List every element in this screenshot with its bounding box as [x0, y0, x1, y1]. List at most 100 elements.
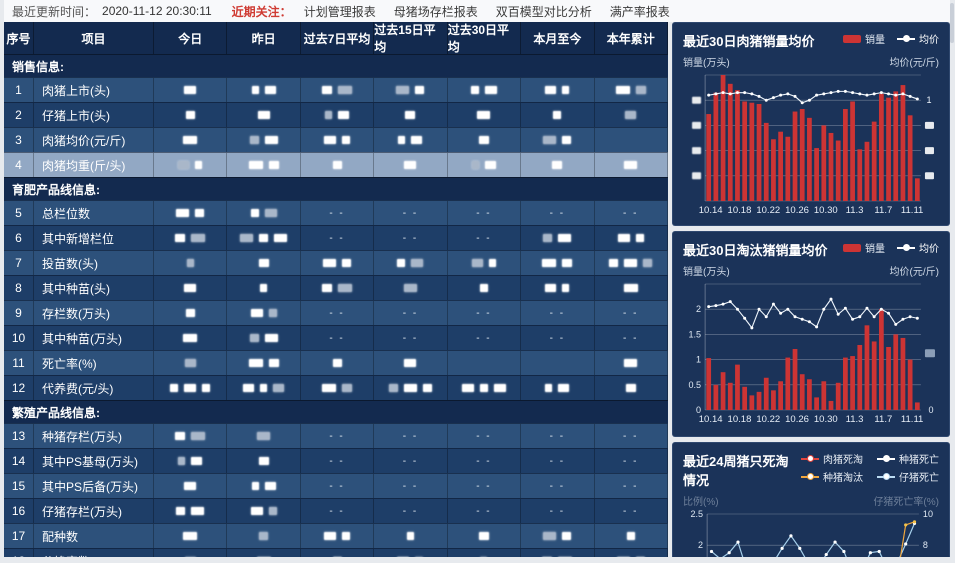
topbar-link[interactable]: 计划管理报表 [303, 4, 376, 19]
no-data-value: - - [623, 307, 639, 319]
no-data-value: - - [402, 455, 419, 467]
row-label: 存栏数(万头) [34, 301, 154, 325]
data-cell [448, 103, 522, 127]
table-row[interactable]: 10 其中种苗(万头) - - - - - - - - - - [4, 325, 668, 350]
data-cell [448, 351, 522, 375]
y-axis-right-caption: 仔猪死亡率(%) [873, 497, 939, 508]
scrollbar-thumb[interactable] [950, 3, 954, 43]
topbar-link[interactable]: 母猪场存栏报表 [393, 4, 478, 19]
redacted-value [398, 136, 406, 144]
row-label: 其中种苗(头) [34, 276, 154, 300]
sales-bars [706, 75, 920, 201]
redacted-value [478, 136, 489, 144]
no-data-value: - - [329, 207, 345, 219]
line-swatch-icon [897, 35, 915, 42]
redacted-value [323, 259, 337, 267]
redacted-value [175, 432, 186, 440]
redacted-value [404, 359, 417, 367]
svg-text:10.30: 10.30 [814, 414, 838, 425]
data-cell [521, 153, 595, 177]
svg-text:10.18: 10.18 [728, 414, 752, 425]
redacted-value [422, 384, 432, 392]
table-row[interactable]: 6 其中新增栏位 - - - - - - [4, 225, 668, 250]
data-cell: - - [521, 326, 595, 350]
redacted-value [175, 234, 186, 242]
topbar-link[interactable]: 双百模型对比分析 [495, 4, 592, 19]
table-row[interactable]: 7 投苗数(头) [4, 250, 668, 275]
no-data-value: - - [476, 505, 492, 517]
table-row[interactable]: 15 其中PS后备(万头) - - - - - - - - - - [4, 473, 668, 498]
data-cell: - - [448, 226, 522, 250]
redacted-value [558, 384, 570, 392]
row-label: 其中PS基母(万头) [34, 449, 154, 473]
redacted-value [342, 136, 351, 144]
chart-panel-mortality: 最近24周猪只死淘情况 肉猪死淘 种猪死亡 种猪淘汰 仔猪死亡 比例(%) 仔猪死亡率… [672, 442, 950, 557]
no-data-value: - - [402, 232, 419, 244]
data-cell: - - [301, 474, 375, 498]
redacted-value [184, 359, 196, 367]
redacted-value [562, 284, 570, 292]
redacted-value [248, 359, 263, 367]
redacted-value [388, 384, 398, 392]
data-cell [227, 449, 301, 473]
data-cell [301, 153, 375, 177]
no-data-value: - - [549, 430, 566, 442]
table-row[interactable]: 9 存栏数(万头) - - - - - - - - - - [4, 300, 668, 325]
table-section-header: 销售信息: [4, 54, 668, 77]
chart-legend: 销量 均价 [843, 31, 939, 46]
redacted-value [338, 284, 353, 292]
redacted-value [545, 86, 557, 94]
table-row[interactable]: 8 其中种苗(头) [4, 275, 668, 300]
no-data-value: - - [402, 332, 419, 344]
no-data-value: - - [623, 207, 639, 219]
data-cell: - - [448, 201, 522, 225]
table-row[interactable]: 14 其中PS基母(万头) - - - - - - - - - - [4, 448, 668, 473]
data-cell: - - [301, 226, 375, 250]
row-label: 配种数 [34, 524, 154, 548]
redacted-value [202, 384, 211, 392]
row-index: 3 [4, 128, 34, 152]
data-cell [154, 78, 228, 102]
gridlines [705, 74, 921, 202]
legend-item: 仔猪死亡 [877, 469, 939, 484]
legend-item-price: 均价 [897, 31, 939, 46]
redacted-value [415, 86, 425, 94]
table-row[interactable]: 12 代养费(元/头) [4, 375, 668, 400]
data-cell [374, 251, 448, 275]
row-index: 18 [4, 549, 34, 557]
table-row[interactable]: 3 肉猪均价(元/斤) [4, 127, 668, 152]
table-row[interactable]: 18分娩窝数 [4, 548, 668, 557]
table-row[interactable]: 16 仔猪存栏(万头) - - - - - - - - - - [4, 498, 668, 523]
data-cell [301, 128, 375, 152]
data-cell [448, 128, 522, 152]
table-row[interactable]: 1 肉猪上市(头) [4, 77, 668, 102]
table-row[interactable]: 17 配种数 [4, 523, 668, 548]
row-index: 13 [4, 424, 34, 448]
redacted-value [635, 234, 644, 242]
topbar-link[interactable]: 满产率报表 [609, 4, 670, 19]
data-cell: - - [448, 499, 522, 523]
redacted-value [184, 482, 197, 490]
table-row[interactable]: 5 总栏位数 - - - - - - - - - - [4, 200, 668, 225]
data-cell [227, 153, 301, 177]
svg-text:10.14: 10.14 [699, 414, 723, 425]
table-row[interactable]: 4 肉猪均重(斤/头) [4, 152, 668, 177]
table-row[interactable]: 11 死亡率(%) [4, 350, 668, 375]
redacted-value [478, 532, 489, 540]
table-row[interactable]: 2 仔猪上市(头) [4, 102, 668, 127]
svg-text:10: 10 [923, 509, 933, 519]
redacted-value [545, 384, 553, 392]
bar-swatch-icon [843, 243, 861, 252]
table-section-header: 育肥产品线信息: [4, 177, 668, 200]
data-cell: - - [301, 424, 375, 448]
data-cell [154, 351, 228, 375]
data-cell [301, 524, 375, 548]
line-swatch-icon [897, 244, 915, 251]
redacted-value [461, 384, 474, 392]
table-row[interactable]: 13 种猪存栏(万头) - - - - - - - - - - [4, 423, 668, 448]
data-cell [448, 153, 522, 177]
chart-legend: 销量 均价 [843, 240, 939, 255]
svg-text:11.11: 11.11 [901, 414, 923, 425]
data-cell [154, 499, 228, 523]
